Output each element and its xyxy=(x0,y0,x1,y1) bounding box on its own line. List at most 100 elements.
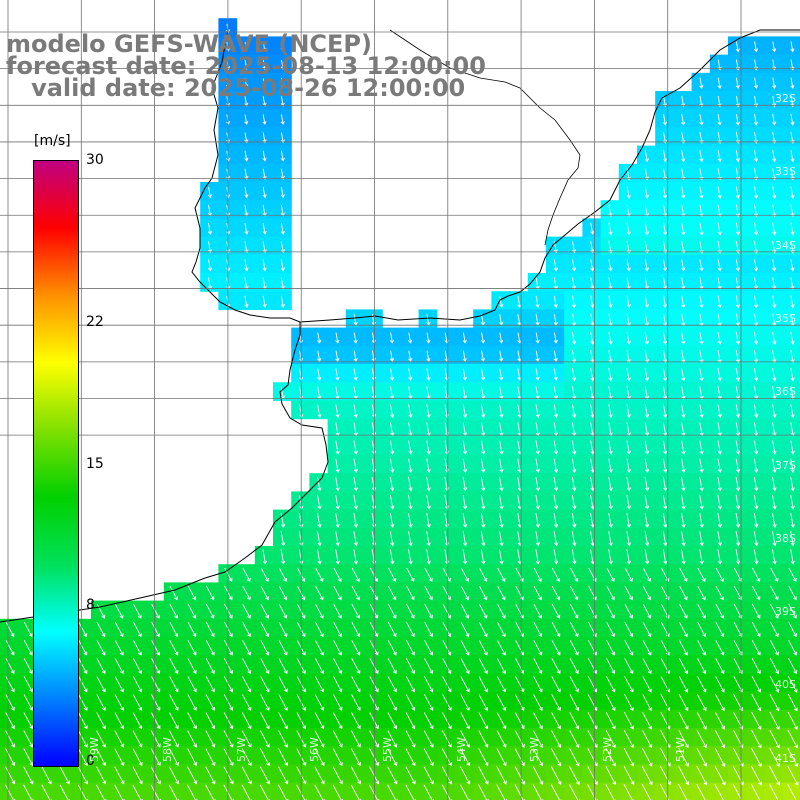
field-cell xyxy=(400,782,420,800)
wind-arrow xyxy=(207,241,213,254)
wind-arrow xyxy=(735,277,740,290)
wind-arrow xyxy=(132,712,143,730)
wind-arrow xyxy=(351,621,361,638)
wind-arrow xyxy=(624,658,634,675)
wind-arrow xyxy=(681,458,686,473)
wind-arrow xyxy=(624,640,634,656)
wind-arrow xyxy=(735,349,741,364)
wind-arrow xyxy=(790,222,795,236)
latitude-label: 39S xyxy=(775,605,796,619)
wind-arrow xyxy=(280,186,285,199)
wind-arrow xyxy=(441,748,452,767)
wind-arrow xyxy=(333,585,342,601)
wind-arrow xyxy=(626,513,632,528)
wind-arrow xyxy=(590,368,595,382)
wind-arrow xyxy=(717,240,722,254)
wind-arrow xyxy=(790,531,795,547)
wind-arrow xyxy=(553,513,559,528)
wind-arrow xyxy=(697,640,707,656)
wind-arrow xyxy=(532,730,543,748)
wind-arrow xyxy=(423,730,434,748)
wind-arrow xyxy=(332,712,343,730)
wind-arrow xyxy=(590,259,595,272)
wind-arrow xyxy=(644,440,650,455)
wind-arrow xyxy=(314,676,325,693)
wind-arrow xyxy=(572,277,577,290)
wind-arrow xyxy=(569,603,579,619)
wind-arrow xyxy=(787,711,798,730)
wind-arrow xyxy=(569,748,580,767)
wind-arrow xyxy=(550,766,562,785)
wind-arrow xyxy=(187,603,197,619)
wind-arrow xyxy=(551,567,561,582)
wind-arrow xyxy=(132,748,143,767)
wind-arrow xyxy=(262,259,267,272)
wind-arrow xyxy=(205,603,215,619)
wind-arrow xyxy=(752,585,761,601)
wind-arrow xyxy=(442,730,452,748)
wind-arrow xyxy=(772,132,777,144)
wind-arrow xyxy=(715,675,725,693)
wind-arrow xyxy=(660,747,671,767)
wind-arrow xyxy=(644,349,650,364)
wind-arrow xyxy=(790,259,795,272)
wind-arrow xyxy=(735,549,741,565)
wind-arrow xyxy=(533,603,543,619)
wind-arrow xyxy=(280,132,285,144)
wind-arrow xyxy=(262,295,267,308)
field-cell xyxy=(236,782,256,800)
wind-arrow xyxy=(223,712,234,730)
wind-arrow xyxy=(678,747,689,767)
wind-arrow xyxy=(787,729,799,749)
wind-arrow xyxy=(460,658,470,675)
wind-arrow xyxy=(333,676,343,693)
wind-arrow xyxy=(699,113,704,126)
wind-arrow xyxy=(462,458,468,473)
wind-arrow xyxy=(314,730,325,748)
wind-arrow xyxy=(390,368,395,381)
wind-arrow xyxy=(478,621,488,638)
wind-arrow xyxy=(696,747,708,767)
wind-arrow xyxy=(753,531,759,547)
wind-arrow xyxy=(387,658,397,675)
wind-arrow xyxy=(735,204,741,218)
wind-arrow xyxy=(333,603,342,619)
wind-arrow xyxy=(644,476,650,492)
latitude-label: 38S xyxy=(775,531,796,545)
longitude-label: 52W xyxy=(601,737,615,762)
wind-arrow xyxy=(389,440,395,455)
wind-arrow xyxy=(571,404,577,419)
wind-arrow xyxy=(96,640,106,656)
wind-arrow xyxy=(187,640,197,656)
wind-arrow xyxy=(426,458,431,473)
wind-arrow xyxy=(424,567,433,582)
wind-arrow xyxy=(499,350,504,363)
wind-arrow xyxy=(679,603,688,619)
wind-arrow xyxy=(442,712,452,730)
wind-arrow xyxy=(480,440,486,455)
wind-arrow xyxy=(662,240,668,254)
field-cell xyxy=(109,782,128,800)
wind-arrow xyxy=(751,621,761,638)
wind-arrow xyxy=(681,150,686,163)
wind-arrow xyxy=(733,603,743,619)
wind-arrow xyxy=(571,494,577,510)
wind-arrow xyxy=(697,621,706,638)
wind-arrow xyxy=(590,549,595,565)
wind-arrow xyxy=(23,766,34,785)
wind-arrow xyxy=(753,349,759,364)
wind-arrow xyxy=(242,585,251,601)
wind-arrow xyxy=(663,295,668,309)
wind-arrow xyxy=(605,694,616,712)
field-cell xyxy=(782,72,800,92)
wind-arrow xyxy=(497,585,506,601)
wind-arrow xyxy=(569,766,580,785)
wind-arrow xyxy=(571,331,577,345)
field-cell xyxy=(782,728,800,747)
field-cell xyxy=(782,218,800,238)
wind-arrow xyxy=(772,404,777,419)
wind-arrow xyxy=(478,730,489,748)
wind-arrow xyxy=(479,585,488,601)
wind-arrow xyxy=(499,549,504,565)
wind-arrow xyxy=(735,476,741,492)
